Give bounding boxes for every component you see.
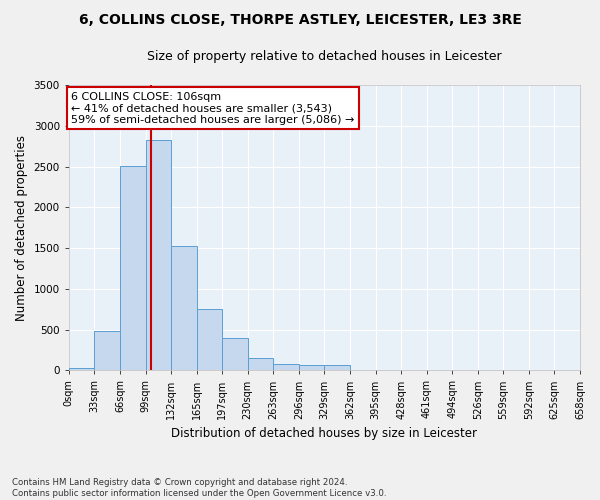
X-axis label: Distribution of detached houses by size in Leicester: Distribution of detached houses by size … bbox=[172, 427, 478, 440]
Text: 6, COLLINS CLOSE, THORPE ASTLEY, LEICESTER, LE3 3RE: 6, COLLINS CLOSE, THORPE ASTLEY, LEICEST… bbox=[79, 12, 521, 26]
Bar bbox=[325, 366, 350, 370]
Bar bbox=[171, 246, 197, 370]
Bar bbox=[146, 140, 171, 370]
Bar bbox=[197, 309, 222, 370]
Title: Size of property relative to detached houses in Leicester: Size of property relative to detached ho… bbox=[147, 50, 502, 63]
Text: 6 COLLINS CLOSE: 106sqm
← 41% of detached houses are smaller (3,543)
59% of semi: 6 COLLINS CLOSE: 106sqm ← 41% of detache… bbox=[71, 92, 355, 124]
Bar bbox=[69, 368, 94, 370]
Bar bbox=[299, 366, 325, 370]
Bar bbox=[120, 166, 146, 370]
Bar bbox=[94, 331, 120, 370]
Bar bbox=[222, 338, 248, 370]
Bar bbox=[273, 364, 299, 370]
Bar bbox=[248, 358, 273, 370]
Y-axis label: Number of detached properties: Number of detached properties bbox=[15, 134, 28, 320]
Text: Contains HM Land Registry data © Crown copyright and database right 2024.
Contai: Contains HM Land Registry data © Crown c… bbox=[12, 478, 386, 498]
